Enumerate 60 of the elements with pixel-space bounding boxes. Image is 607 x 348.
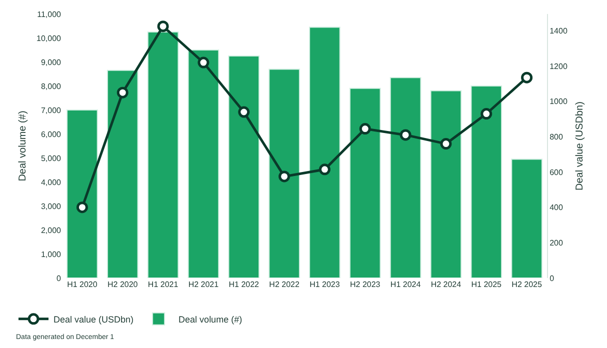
x-tick-label: H2 2024 — [430, 280, 462, 289]
bar — [66, 110, 98, 278]
legend-label: Deal value (USDbn) — [54, 314, 134, 324]
x-tick-label: H1 2020 — [67, 280, 98, 289]
bar — [349, 88, 381, 278]
point — [440, 138, 452, 150]
x-tick-label: H2 2025 — [512, 280, 542, 289]
bar — [228, 56, 260, 278]
point — [521, 72, 533, 84]
x-tick-label: H2 2023 — [350, 280, 381, 289]
x-tick-label: H1 2023 — [310, 280, 340, 289]
y-tick-label: 1,000 — [40, 250, 62, 259]
x-tick-label: H2 2022 — [269, 280, 300, 289]
x-tick-label: H1 2025 — [471, 280, 502, 289]
bar — [188, 50, 220, 278]
bar — [309, 26, 340, 278]
point — [76, 202, 88, 214]
point — [318, 164, 330, 176]
y2-tick-label: 0 — [550, 274, 555, 283]
y-tick-label: 0 — [56, 274, 62, 283]
x-tick-label: H2 2020 — [108, 280, 138, 289]
y-tick-label: 9,000 — [40, 58, 62, 67]
point — [238, 106, 250, 118]
y2-tick-label: 400 — [550, 203, 564, 212]
point — [359, 123, 371, 135]
y-tick-label: 7,000 — [40, 106, 62, 115]
bar — [147, 32, 179, 278]
y2-tick-label: 200 — [550, 238, 564, 248]
y2-tick-label: 1400 — [550, 26, 568, 36]
y2-tick-label: 600 — [550, 168, 564, 177]
bar — [430, 90, 462, 278]
y-tick-label: 6,000 — [40, 130, 62, 139]
point — [480, 108, 492, 120]
bar — [511, 158, 542, 278]
bar — [268, 68, 300, 278]
legend-label: Deal volume (#) — [178, 314, 242, 324]
y2-tick-label: 1000 — [550, 97, 568, 106]
x-tick-label: H1 2022 — [228, 280, 260, 289]
point — [400, 129, 412, 141]
point — [278, 170, 290, 182]
y-tick-label: 8,000 — [40, 82, 62, 91]
x-tick-label: H1 2021 — [148, 280, 179, 289]
y-tick-label: 5,000 — [40, 154, 62, 163]
y-tick-label: 11,000 — [37, 10, 62, 19]
y-tick-label: 2,000 — [40, 226, 62, 235]
y-tick-label: 4,000 — [40, 178, 62, 187]
y-tick-label: 3,000 — [40, 202, 62, 211]
y2-tick-label: 1200 — [550, 62, 568, 71]
y-tick-label: 10,000 — [36, 34, 62, 43]
point — [198, 56, 210, 68]
x-tick-label: H2 2021 — [188, 280, 220, 289]
y-axis-title: Deal volume (#) — [18, 110, 29, 182]
bar — [390, 77, 422, 278]
bar — [470, 86, 502, 278]
bar — [106, 70, 138, 278]
y2-tick-label: 800 — [550, 132, 564, 142]
x-tick-label: H1 2024 — [390, 280, 422, 289]
point — [116, 86, 128, 98]
point — [157, 20, 169, 32]
y2-axis-title: Deal value (USDbn) — [574, 102, 586, 190]
